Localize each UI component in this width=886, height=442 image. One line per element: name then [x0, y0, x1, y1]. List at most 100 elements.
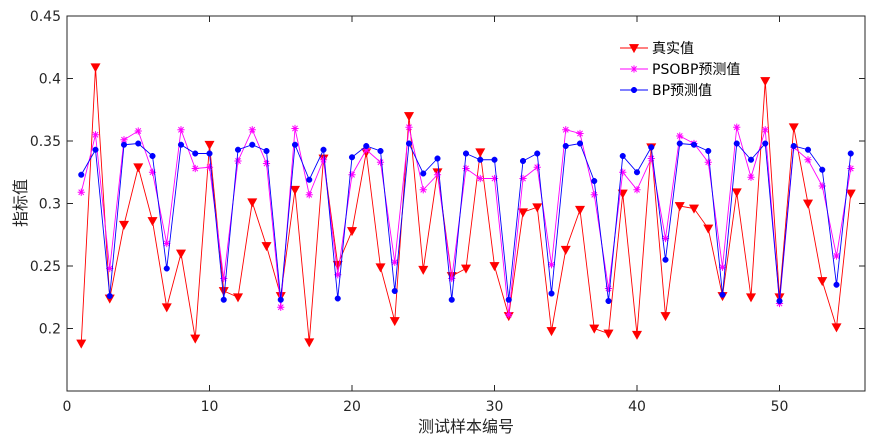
data-point [574, 205, 586, 215]
data-point [662, 256, 669, 263]
data-point [291, 141, 299, 148]
data-point [277, 296, 284, 303]
data-point [234, 146, 242, 153]
data-point [562, 126, 570, 134]
data-point [163, 239, 171, 248]
data-point [76, 339, 87, 349]
data-point [220, 274, 228, 283]
data-point [733, 123, 741, 131]
data-point [833, 281, 840, 288]
data-point [533, 163, 541, 171]
data-point [319, 156, 328, 164]
data-point [590, 191, 598, 199]
data-point [519, 157, 527, 165]
data-point [332, 260, 343, 270]
data-point [761, 126, 769, 134]
data-point [804, 156, 812, 164]
data-point [134, 127, 142, 135]
data-point [576, 129, 584, 138]
data-point [718, 263, 727, 271]
data-point [647, 154, 655, 163]
data-point [277, 303, 285, 311]
data-point [690, 141, 698, 148]
data-point [232, 293, 244, 303]
data-point [262, 159, 271, 168]
data-point [334, 295, 341, 302]
y-tick-label: 0.45 [30, 9, 61, 25]
y-tick-label: 0.3 [39, 197, 61, 213]
axes: 0 10 20 30 40 50 0.2 0.25 0.3 0.35 0.4 0.45 [30, 9, 865, 415]
data-point [847, 164, 855, 173]
data-point [604, 284, 613, 293]
data-point [147, 217, 158, 227]
data-point [661, 234, 670, 243]
data-point [106, 264, 114, 273]
data-point [106, 292, 113, 300]
data-point [660, 312, 671, 322]
data-point [546, 327, 557, 337]
data-point [78, 171, 85, 178]
data-point [704, 158, 712, 166]
data-point [135, 140, 142, 147]
data-point [120, 136, 128, 144]
data-point [91, 131, 100, 139]
data-point [576, 140, 584, 147]
data-point [547, 261, 556, 269]
data-point [305, 191, 313, 199]
data-point [304, 338, 315, 348]
series-layer [76, 63, 856, 349]
data-point [90, 63, 101, 73]
data-point [475, 148, 486, 158]
data-point [676, 140, 683, 147]
legend: 真实值 PSOBP预测值 BP预测值 [614, 36, 750, 99]
data-point [790, 142, 797, 150]
data-point [289, 185, 301, 195]
data-point [688, 204, 700, 214]
data-point [462, 150, 470, 157]
data-point [334, 271, 342, 279]
data-point [648, 144, 655, 151]
data-point [505, 311, 513, 319]
data-point [760, 77, 771, 87]
data-point [703, 224, 714, 234]
data-point [817, 277, 828, 287]
legend-label: BP预测值 [652, 83, 712, 99]
y-axis-label: 指标值 [11, 179, 30, 227]
data-point [161, 303, 172, 313]
data-point [674, 202, 685, 212]
data-point [306, 176, 313, 183]
data-point [376, 158, 385, 166]
x-tick-label: 10 [201, 399, 219, 415]
data-point [346, 227, 358, 237]
data-point [477, 156, 484, 163]
data-point [633, 169, 641, 176]
data-point [190, 334, 201, 344]
data-point [403, 112, 415, 122]
data-point [320, 146, 327, 153]
legend-label: PSOBP预测值 [652, 62, 740, 78]
data-point [460, 264, 472, 274]
data-point [619, 152, 626, 160]
data-point [619, 168, 627, 176]
data-point [476, 174, 484, 183]
data-point [517, 208, 529, 218]
data-point [433, 171, 442, 179]
data-point [831, 323, 842, 333]
data-point [747, 173, 755, 181]
data-point [218, 287, 229, 297]
data-point [419, 186, 427, 194]
legend-label: 真实值 [652, 41, 694, 57]
x-axis-label: 测试样本编号 [418, 417, 514, 436]
x-tick-label: 20 [343, 399, 361, 415]
data-point [631, 330, 643, 340]
x-tick-label: 30 [486, 399, 504, 415]
data-point [118, 220, 130, 230]
data-point [77, 188, 85, 196]
data-point [491, 156, 498, 163]
legend-marker [628, 44, 640, 54]
data-point [175, 249, 187, 259]
data-point [149, 152, 156, 160]
data-point [719, 291, 726, 298]
data-point [362, 146, 370, 154]
series-2 [78, 140, 854, 305]
